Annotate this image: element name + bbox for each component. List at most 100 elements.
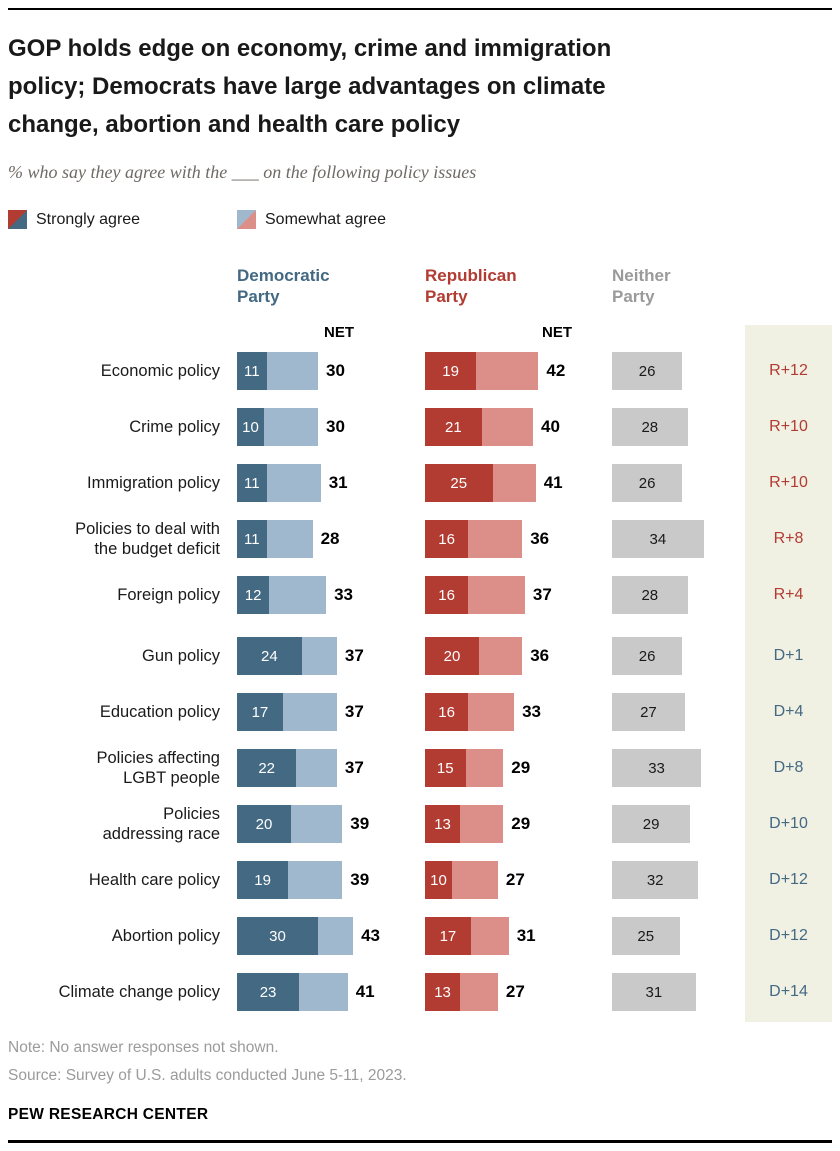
- policy-label: Policies affecting LGBT people: [96, 749, 220, 788]
- party-advantage: D+12: [769, 871, 808, 889]
- democratic-bar: 10: [237, 408, 318, 447]
- policy-row: Education policy 17 37 16 33: [8, 684, 832, 740]
- policy-label: Health care policy: [88, 871, 220, 890]
- republican-strongly-segment: 16: [425, 576, 469, 615]
- policy-row: Crime policy 10 30 21 40 2: [8, 399, 832, 455]
- neither-value: 28: [641, 586, 659, 604]
- neither-value: 27: [640, 703, 657, 721]
- democratic-cell: 11 31: [232, 464, 425, 503]
- somewhat-agree-swatch-icon: [237, 210, 256, 230]
- neither-value: 28: [641, 418, 659, 436]
- democratic-net-value: 31: [328, 473, 348, 493]
- neither-bar: 26: [612, 637, 683, 676]
- neither-bar: 31: [612, 973, 696, 1012]
- republican-strongly-segment: 13: [425, 973, 461, 1012]
- republican-bar: 10: [425, 861, 498, 900]
- policy-row: Gun policy 24 37 20 36 26: [8, 628, 832, 684]
- republican-net-value: 37: [532, 585, 552, 605]
- party-advantage: D+14: [769, 983, 808, 1001]
- democratic-strongly-segment: 17: [237, 693, 283, 732]
- democratic-cell: 20 39: [232, 805, 425, 844]
- policy-row: Climate change policy 23 41 13 27: [8, 964, 832, 1020]
- democratic-net-value: 39: [350, 814, 370, 834]
- republican-strongly-segment: 19: [425, 352, 477, 391]
- neither-party-header: Neither Party: [612, 266, 671, 307]
- policy-label: Crime policy: [129, 418, 220, 437]
- democratic-bar: 23: [237, 973, 348, 1012]
- top-divider: [8, 8, 832, 10]
- chart-rows: Economic policy 11 30 19 42: [8, 325, 832, 1023]
- democratic-bar: 30: [237, 917, 354, 956]
- party-advantage-column-background: [745, 325, 832, 1023]
- policy-label: Abortion policy: [111, 927, 220, 946]
- republican-strongly-value: 15: [436, 759, 454, 777]
- democratic-strongly-segment: 19: [237, 861, 289, 900]
- republican-strongly-value: 25: [450, 474, 468, 492]
- democratic-net-value: 30: [326, 417, 345, 437]
- republican-bar: 17: [425, 917, 509, 956]
- policy-label: Policies to deal with the budget deficit: [75, 520, 220, 559]
- neither-bar: 26: [612, 352, 683, 391]
- neither-value: 31: [645, 983, 663, 1001]
- neither-value: 33: [648, 759, 665, 777]
- republican-bar: 25: [425, 464, 536, 503]
- neither-cell: 27: [612, 693, 745, 732]
- democratic-strongly-segment: 20: [237, 805, 291, 844]
- republican-cell: 10 27: [425, 861, 612, 900]
- democratic-bar: 12: [237, 576, 327, 615]
- democratic-strongly-value: 10: [242, 418, 259, 436]
- democratic-cell: 12 33: [232, 576, 425, 615]
- democratic-strongly-value: 24: [261, 647, 278, 665]
- legend-item-strongly-agree: Strongly agree: [8, 210, 237, 230]
- republican-strongly-value: 13: [434, 983, 451, 1001]
- republican-strongly-segment: 10: [425, 861, 452, 900]
- democratic-strongly-value: 17: [251, 703, 269, 721]
- democratic-strongly-segment: 30: [237, 917, 318, 956]
- democratic-bar: 11: [237, 352, 318, 391]
- democratic-bar: 22: [237, 749, 337, 788]
- page-title: GOP holds edge on economy, crime and imm…: [8, 35, 612, 138]
- neither-cell: 25: [612, 917, 745, 956]
- neither-bar: 25: [612, 917, 680, 956]
- republican-net-value: 36: [530, 646, 550, 666]
- republican-net-value: 31: [516, 926, 536, 946]
- party-advantage: D+8: [773, 759, 804, 777]
- democratic-strongly-value: 22: [258, 759, 276, 777]
- republican-bar: 19: [425, 352, 539, 391]
- democratic-net-value: 37: [344, 702, 364, 722]
- democratic-strongly-value: 19: [254, 871, 271, 889]
- net-header-republican: NET: [542, 324, 572, 342]
- democratic-strongly-value: 12: [244, 586, 262, 604]
- democratic-strongly-segment: 11: [237, 520, 267, 559]
- republican-net-value: 29: [511, 814, 531, 834]
- pew-research-center-wordmark: PEW RESEARCH CENTER: [8, 1106, 209, 1124]
- republican-net-value: 42: [546, 361, 566, 381]
- neither-value: 25: [637, 927, 655, 945]
- neither-value: 29: [642, 815, 660, 833]
- republican-strongly-value: 10: [430, 871, 447, 889]
- bottom-divider: [8, 1140, 832, 1144]
- democratic-net-value: 33: [334, 585, 354, 605]
- republican-cell: 16 37: [425, 576, 612, 615]
- policy-label: Climate change policy: [58, 983, 220, 1002]
- neither-cell: 26: [612, 352, 745, 391]
- policy-label: Economic policy: [100, 362, 220, 381]
- democratic-net-value: 30: [326, 361, 345, 381]
- neither-bar: 27: [612, 693, 685, 732]
- neither-value: 26: [638, 362, 656, 380]
- republican-bar: 16: [425, 693, 515, 732]
- republican-bar: 15: [425, 749, 504, 788]
- democratic-strongly-segment: 10: [237, 408, 264, 447]
- party-advantage: R+12: [769, 362, 808, 380]
- policy-row: Foreign policy 12 33 16 37: [8, 567, 832, 623]
- democratic-net-value: 37: [344, 758, 364, 778]
- democratic-cell: 23 41: [232, 973, 425, 1012]
- democratic-cell: 24 37: [232, 637, 425, 676]
- republican-strongly-value: 21: [445, 418, 462, 436]
- neither-cell: 29: [612, 805, 745, 844]
- republican-net-value: 27: [505, 982, 525, 1002]
- chart-subtitle: % who say they agree with the ___ on the…: [8, 162, 477, 183]
- party-advantage: D+10: [769, 815, 808, 833]
- republican-cell: 19 42: [425, 352, 612, 391]
- republican-cell: 13 29: [425, 805, 612, 844]
